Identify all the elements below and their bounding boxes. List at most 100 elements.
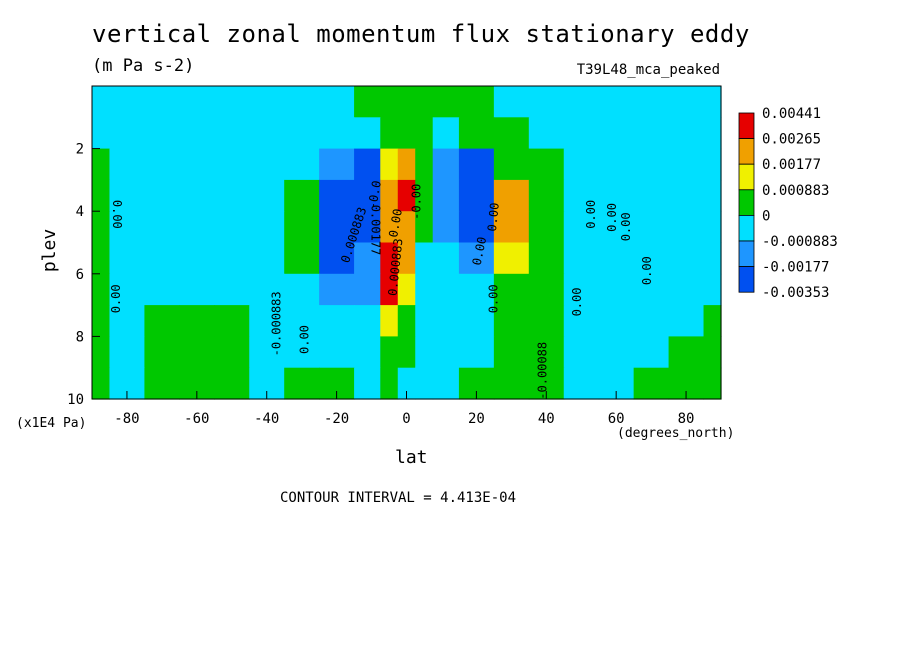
field-cell [493, 273, 530, 306]
y-axis-units: (x1E4 Pa) [16, 416, 87, 431]
field-cell [432, 86, 460, 118]
y-axis: 2 4 6 8 10 [67, 142, 100, 408]
field-cell [380, 336, 399, 369]
field-cell [397, 273, 416, 306]
field-cell [668, 117, 705, 150]
contour-label: 0.00 [298, 325, 312, 354]
field-cell [380, 242, 399, 275]
field-cell [598, 117, 635, 150]
field-cell [415, 148, 434, 181]
field-cell [703, 367, 722, 400]
field-cell [563, 86, 600, 118]
chart-title: vertical zonal momentum flux stationary … [92, 20, 750, 48]
field-cell [144, 242, 180, 275]
field-cell [354, 305, 381, 337]
field-cell [109, 211, 146, 244]
field-cell [528, 336, 565, 369]
field-cell [458, 117, 495, 150]
field-cell [92, 336, 111, 369]
field-cell [528, 211, 565, 244]
field-cell [397, 336, 416, 369]
field-cell [249, 117, 285, 150]
field-cell [563, 305, 600, 337]
field-cell [493, 305, 530, 337]
field-cell [415, 336, 434, 369]
field-cell [249, 336, 285, 369]
field-cell [415, 86, 434, 118]
field-cell [415, 242, 434, 275]
field-cell [249, 273, 285, 306]
field-cell [179, 179, 215, 212]
contour-label: 0.00 [486, 284, 500, 313]
field-cell [144, 117, 180, 150]
field-cell [598, 211, 635, 244]
field-cell [415, 211, 434, 244]
field-cell [179, 305, 215, 337]
field-cell [354, 242, 381, 275]
field-cell [92, 367, 111, 400]
field-cell [380, 305, 399, 337]
field-cell [179, 117, 215, 150]
field-cell [380, 273, 399, 306]
field-cell [354, 273, 381, 306]
contour-label: 0.00 [584, 200, 598, 229]
colorbar-swatch [738, 240, 755, 268]
field-cell [354, 86, 381, 118]
field-cell [380, 148, 399, 181]
colorbar-label: 0.00265 [762, 132, 821, 148]
field-cell [284, 305, 320, 337]
contour-label: 0.00 [109, 284, 123, 313]
field-cell [563, 242, 600, 275]
field-cell [179, 211, 215, 244]
field-cell [415, 273, 434, 306]
field-cell [179, 148, 215, 181]
field-cell [249, 211, 285, 244]
field-cell [493, 86, 530, 118]
contour-label: 0.00 [605, 203, 619, 232]
field-cell [432, 179, 460, 212]
x-tick-label: -80 [114, 411, 139, 427]
y-tick-label: 10 [67, 392, 84, 408]
field-cell [633, 273, 670, 306]
y-tick-label: 6 [76, 267, 84, 283]
field-cell [284, 86, 320, 118]
field-cell [319, 242, 355, 275]
field-cell [703, 86, 722, 118]
field-cell [284, 273, 320, 306]
field-cell [179, 273, 215, 306]
field-cell [432, 273, 460, 306]
field-cell [415, 305, 434, 337]
field-cell [144, 179, 180, 212]
field-cell [144, 211, 180, 244]
field-cell [179, 336, 215, 369]
field-cell [703, 148, 722, 181]
colorbar-swatch [738, 214, 755, 242]
dataset-label: T39L48_mca_peaked [576, 62, 720, 78]
field-cell [354, 148, 381, 181]
field-cell [284, 179, 320, 212]
field-cell [458, 336, 495, 369]
x-tick-label: -40 [254, 411, 279, 427]
field-cell [109, 86, 146, 118]
field-cell [668, 242, 705, 275]
field-cell [380, 86, 399, 118]
field-cell [415, 117, 434, 150]
field-cell [380, 117, 399, 150]
field-cell [284, 367, 320, 400]
contour-label: 0.000883 [386, 238, 406, 297]
colorbar: 0.00441 0.00265 0.00177 0.000883 0 -0.000883 -… [738, 106, 838, 301]
field-cell [319, 305, 355, 337]
field-cell [415, 179, 434, 212]
field-cell [633, 367, 670, 400]
contour-label: -0.000883 [270, 291, 284, 356]
colorbar-swatch [738, 189, 755, 216]
field-cell [563, 117, 600, 150]
field-cell [432, 242, 460, 275]
field-cell [633, 211, 670, 244]
field-cell [432, 305, 460, 337]
field-cell [144, 336, 180, 369]
field-cell [703, 336, 722, 369]
field-cell [668, 305, 705, 337]
field-cell [284, 148, 320, 181]
field-cell [703, 179, 722, 212]
